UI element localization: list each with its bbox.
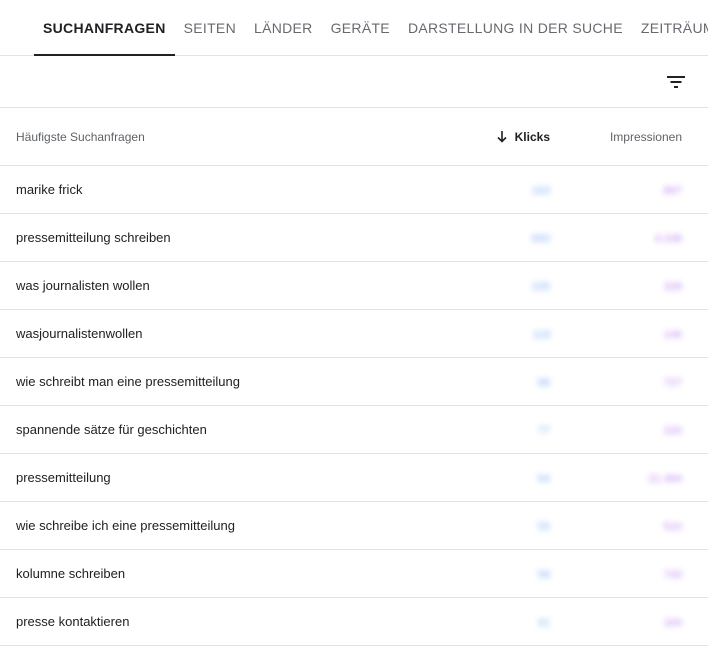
- query-cell: spannende sätze für geschichten: [16, 422, 207, 437]
- query-cell: presse kontaktieren: [16, 614, 130, 629]
- query-cell: wie schreibt man eine pressemitteilung: [16, 374, 240, 389]
- table-row[interactable]: pressemitteilung schreiben 650 4.038: [0, 214, 708, 262]
- arrow-down-icon: [497, 130, 507, 143]
- header-clicks[interactable]: Klicks: [430, 130, 550, 144]
- clicks-value: 41: [537, 617, 550, 629]
- table-toolbar: [0, 56, 708, 108]
- impressions-value: 328: [663, 281, 682, 293]
- query-cell: wie schreibe ich eine pressemitteilung: [16, 518, 235, 533]
- table-header: Häufigste Suchanfragen Klicks Impression…: [0, 108, 708, 166]
- query-cell: kolumne schreiben: [16, 566, 126, 581]
- clicks-value: 58: [537, 569, 550, 581]
- table-row[interactable]: presse kontaktieren 41 164: [0, 598, 708, 646]
- tab-darstellung-in-der-suche[interactable]: DARSTELLUNG IN DER SUCHE: [407, 19, 623, 36]
- impressions-value: 897: [663, 185, 682, 197]
- tab-geraete[interactable]: GERÄTE: [330, 19, 390, 36]
- table-row[interactable]: wie schreibt man eine pressemitteilung 8…: [0, 358, 708, 406]
- header-clicks-label: Klicks: [514, 129, 550, 144]
- table-row[interactable]: was journalisten wollen 235 328: [0, 262, 708, 310]
- header-queries[interactable]: Häufigste Suchanfragen: [16, 129, 145, 144]
- query-cell: marike frick: [16, 182, 83, 197]
- impressions-value: 727: [663, 377, 682, 389]
- query-cell: was journalisten wollen: [16, 278, 150, 293]
- tab-suchanfragen[interactable]: SUCHANFRAGEN: [34, 0, 175, 56]
- impressions-value: 4.038: [654, 233, 682, 245]
- clicks-value: 118: [532, 329, 550, 341]
- filter-list-icon[interactable]: [664, 70, 688, 94]
- impressions-value: 510: [663, 521, 682, 533]
- clicks-value: 235: [531, 281, 550, 293]
- tab-laender[interactable]: LÄNDER: [253, 19, 313, 36]
- report-tabs: SUCHANFRAGEN SEITEN LÄNDER GERÄTE DARSTE…: [0, 0, 708, 56]
- table-row[interactable]: pressemitteilung 64 21.484: [0, 454, 708, 502]
- table-row[interactable]: wasjournalistenwollen 118 146: [0, 310, 708, 358]
- clicks-value: 64: [537, 473, 550, 485]
- impressions-value: 21.484: [648, 473, 682, 485]
- clicks-value: 163: [531, 185, 550, 197]
- tab-seiten[interactable]: SEITEN: [183, 19, 236, 36]
- impressions-value: 743: [663, 569, 682, 581]
- impressions-value: 164: [663, 617, 682, 629]
- clicks-value: 77: [537, 425, 550, 437]
- query-cell: pressemitteilung: [16, 470, 111, 485]
- clicks-value: 55: [537, 521, 550, 533]
- impressions-value: 220: [663, 425, 682, 437]
- tab-zeitraeume[interactable]: ZEITRÄUME: [640, 19, 708, 36]
- table-row[interactable]: spannende sätze für geschichten 77 220: [0, 406, 708, 454]
- clicks-value: 650: [531, 233, 550, 245]
- query-cell: wasjournalistenwollen: [16, 326, 143, 341]
- query-cell: pressemitteilung schreiben: [16, 230, 171, 245]
- table-row[interactable]: kolumne schreiben 58 743: [0, 550, 708, 598]
- table-row[interactable]: wie schreibe ich eine pressemitteilung 5…: [0, 502, 708, 550]
- impressions-value: 146: [663, 329, 682, 341]
- table-row[interactable]: marike frick 163 897: [0, 166, 708, 214]
- clicks-value: 88: [537, 377, 550, 389]
- header-impressions[interactable]: Impressionen: [609, 129, 682, 144]
